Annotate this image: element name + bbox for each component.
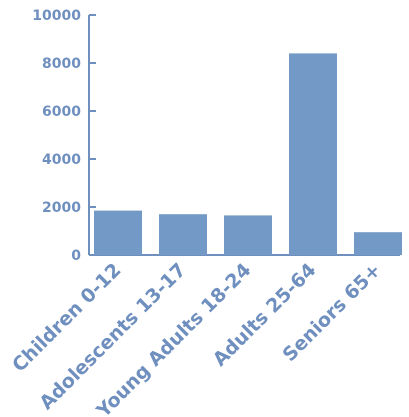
bar bbox=[289, 53, 337, 256]
bars bbox=[94, 53, 402, 256]
x-tick-label: Children 0-12 bbox=[8, 259, 125, 376]
y-tick-label: 10000 bbox=[32, 8, 81, 24]
y-tick-label: 4000 bbox=[42, 152, 81, 168]
y-tick-label: 8000 bbox=[42, 56, 81, 72]
y-tick-label: 0 bbox=[71, 248, 81, 264]
y-tick-label: 6000 bbox=[42, 104, 81, 120]
bar bbox=[224, 215, 272, 255]
y-tick-label: 2000 bbox=[42, 200, 81, 216]
bar bbox=[94, 210, 142, 255]
bar bbox=[159, 214, 207, 255]
y-axis: 0 2000 4000 6000 8000 10000 bbox=[32, 8, 96, 264]
bar bbox=[354, 232, 402, 255]
